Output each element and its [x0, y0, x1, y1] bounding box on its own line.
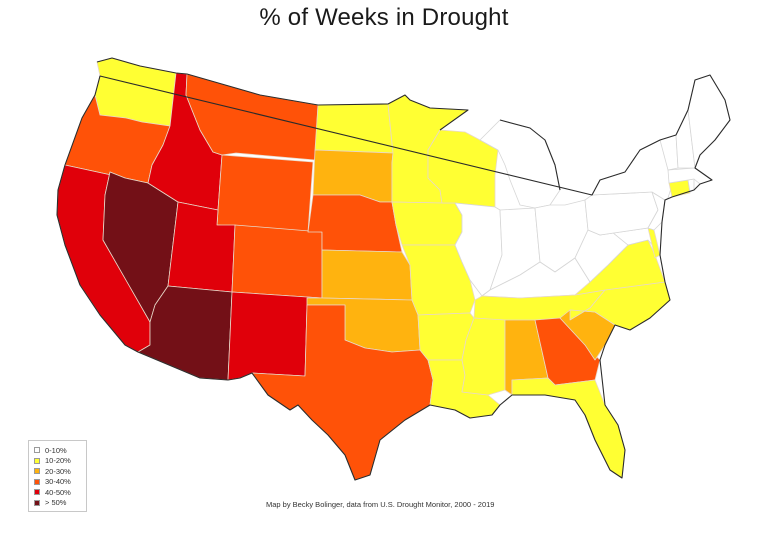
map-legend: 0-10% 10-20% 20-30% 30-40% 40-50% > 50% — [28, 440, 87, 512]
legend-label: 40-50% — [45, 487, 71, 497]
state-FL — [511, 377, 626, 479]
legend-swatch-white — [34, 447, 40, 454]
state-ME — [687, 74, 731, 169]
legend-swatch-red — [34, 489, 40, 496]
state-IA — [391, 201, 463, 246]
us-outline — [56, 57, 731, 481]
state-SD — [312, 149, 394, 203]
state-ND — [314, 103, 394, 154]
legend-label: 0-10% — [45, 445, 67, 455]
state-CO — [231, 224, 323, 299]
map-credit: Map by Becky Bolinger, data from U.S. Dr… — [266, 500, 495, 509]
legend-swatch-dark-orange — [34, 478, 40, 485]
state-IL — [454, 202, 503, 297]
state-NE — [307, 194, 403, 253]
legend-item-20-30: 20-30% — [34, 466, 82, 477]
state-NY — [591, 139, 673, 201]
legend-label: 20-30% — [45, 466, 71, 476]
legend-swatch-yellow — [34, 457, 40, 464]
map-title: % of Weeks in Drought — [259, 4, 509, 31]
state-KS — [321, 249, 413, 301]
legend-item-30-40: 30-40% — [34, 477, 82, 488]
legend-item-0-10: 0-10% — [34, 445, 82, 456]
state-WY — [216, 154, 314, 233]
legend-item-over-50: > 50% — [34, 498, 82, 509]
state-MS — [461, 317, 506, 396]
legend-label: 10-20% — [45, 456, 71, 466]
legend-item-40-50: 40-50% — [34, 487, 82, 498]
legend-label: > 50% — [45, 498, 67, 508]
legend-label: 30-40% — [45, 477, 71, 487]
legend-swatch-maroon — [34, 499, 40, 506]
legend-item-10-20: 10-20% — [34, 456, 82, 467]
legend-swatch-orange — [34, 468, 40, 475]
